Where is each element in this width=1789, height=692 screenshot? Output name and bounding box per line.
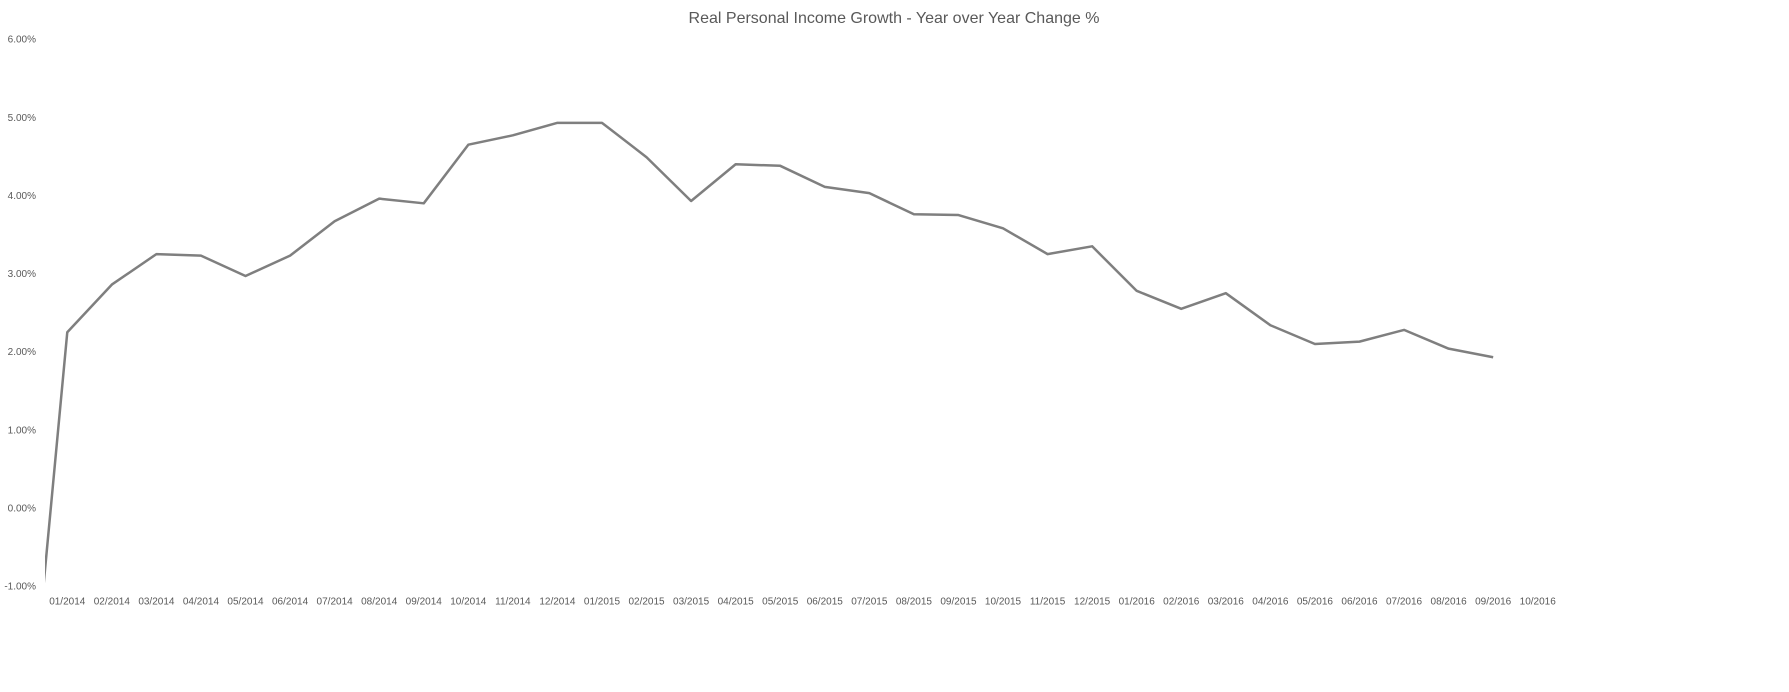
x-tick-label: 11/2015 [1030,597,1066,608]
y-tick-label: 3.00% [8,269,36,280]
x-tick-label: 04/2014 [183,597,220,608]
x-tick-label: 12/2015 [1074,597,1111,608]
x-tick-label: 07/2015 [851,597,888,608]
y-tick-label: 5.00% [8,113,36,124]
y-tick-label: -1.00% [4,582,36,593]
x-tick-label: 06/2014 [272,597,309,608]
x-tick-label: 04/2015 [718,597,755,608]
x-tick-label: 07/2014 [317,597,354,608]
x-tick-label: 05/2014 [227,597,264,608]
x-tick-label: 10/2015 [985,597,1022,608]
x-tick-label: 08/2014 [361,597,398,608]
x-tick-label: 08/2015 [896,597,933,608]
y-tick-label: 4.00% [8,191,36,202]
x-tick-label: 10/2016 [1520,597,1557,608]
plot-area [45,121,1494,584]
y-tick-label: 0.00% [8,503,36,514]
x-tick-label: 04/2016 [1252,597,1289,608]
x-tick-label: 06/2016 [1341,597,1378,608]
x-tick-label: 06/2015 [807,597,844,608]
x-tick-label: 05/2016 [1297,597,1334,608]
x-tick-label: 05/2015 [762,597,799,608]
x-tick-label: 07/2016 [1386,597,1423,608]
x-tick-label: 08/2016 [1431,597,1468,608]
x-tick-label: 11/2014 [495,597,531,608]
y-tick-label: 2.00% [8,347,36,358]
x-tick-label: 03/2014 [138,597,175,608]
x-tick-label: 09/2015 [940,597,977,608]
x-tick-label: 10/2014 [450,597,487,608]
x-tick-label: 12/2014 [539,597,576,608]
x-tick-label: 09/2016 [1475,597,1512,608]
x-tick-label: 02/2016 [1163,597,1200,608]
x-tick-label: 01/2015 [584,597,621,608]
x-tick-label: 01/2014 [49,597,86,608]
chart-title: Real Personal Income Growth - Year over … [689,10,1100,27]
x-tick-label: 02/2014 [94,597,131,608]
y-tick-label: 6.00% [8,35,36,46]
y-tick-label: 1.00% [8,425,36,436]
x-tick-label: 03/2016 [1208,597,1245,608]
x-tick-label: 01/2016 [1119,597,1156,608]
data-line [45,121,1494,584]
x-tick-label: 02/2015 [628,597,665,608]
x-tick-label: 03/2015 [673,597,710,608]
x-tick-label: 09/2014 [406,597,443,608]
